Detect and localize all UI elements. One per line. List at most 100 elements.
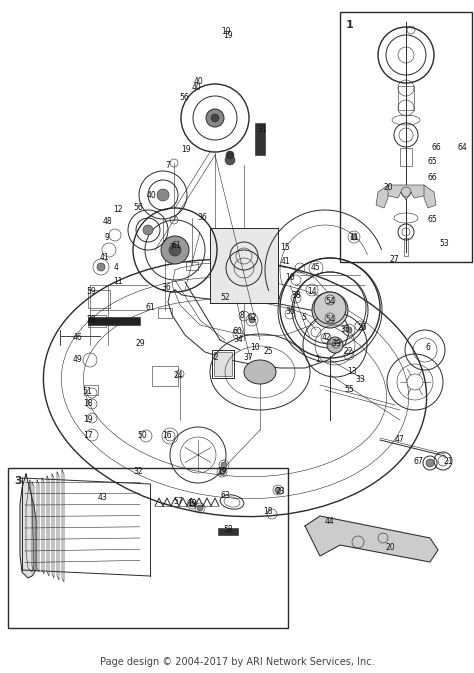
Circle shape [189, 501, 195, 507]
Circle shape [426, 459, 434, 467]
Bar [398, 86, 414, 110]
Polygon shape [424, 185, 436, 208]
Text: 50: 50 [137, 431, 147, 439]
Text: 65: 65 [427, 215, 437, 225]
Circle shape [143, 225, 153, 235]
Text: 24: 24 [173, 371, 183, 380]
Text: 61: 61 [171, 240, 181, 250]
Text: 5: 5 [301, 314, 306, 322]
Text: 41: 41 [99, 254, 109, 262]
Text: 19: 19 [83, 415, 93, 425]
Bar [255, 123, 265, 155]
Circle shape [219, 469, 225, 475]
Bar [8, 468, 288, 628]
Text: 17: 17 [83, 431, 93, 439]
Circle shape [161, 236, 189, 264]
Bar [210, 228, 278, 303]
Text: 14: 14 [307, 287, 317, 297]
Circle shape [312, 292, 348, 328]
Bar [158, 308, 172, 318]
Text: 63: 63 [220, 491, 230, 501]
Text: 11: 11 [349, 234, 359, 242]
Text: 55: 55 [344, 386, 354, 394]
Text: 45: 45 [311, 264, 321, 273]
Circle shape [314, 292, 346, 324]
Text: 59: 59 [86, 287, 96, 297]
Polygon shape [384, 185, 428, 200]
Circle shape [165, 431, 175, 441]
Text: 38: 38 [291, 291, 301, 301]
Text: 35: 35 [340, 326, 350, 334]
Text: 53: 53 [439, 240, 449, 248]
Text: 30: 30 [285, 308, 295, 316]
Text: 56: 56 [133, 203, 143, 213]
Bar [152, 366, 178, 386]
Text: 29: 29 [135, 339, 145, 349]
Text: 11: 11 [113, 277, 123, 287]
Text: 36: 36 [197, 213, 207, 223]
Text: 34: 34 [233, 336, 243, 345]
Text: 25: 25 [263, 347, 273, 357]
Text: 42: 42 [321, 334, 331, 343]
Text: 33: 33 [355, 376, 365, 384]
Text: 32: 32 [133, 468, 143, 476]
Text: 3: 3 [14, 476, 22, 486]
Text: 1: 1 [316, 355, 320, 365]
Text: 12: 12 [113, 205, 123, 215]
Bar [88, 317, 140, 325]
Bar [400, 148, 412, 166]
Bar [340, 12, 472, 262]
Circle shape [346, 327, 352, 333]
Text: 44: 44 [325, 518, 335, 526]
Circle shape [407, 374, 423, 390]
Text: 1: 1 [346, 20, 354, 30]
Circle shape [97, 263, 105, 271]
Bar [186, 262, 198, 270]
Bar [214, 352, 232, 376]
Text: 22: 22 [343, 347, 353, 357]
Bar [88, 290, 110, 308]
Text: 15: 15 [280, 244, 290, 252]
Text: 7: 7 [170, 244, 174, 252]
Text: 67: 67 [413, 458, 423, 466]
Text: 62: 62 [247, 314, 257, 322]
Text: 23: 23 [275, 487, 285, 497]
Text: 52: 52 [220, 293, 230, 302]
Circle shape [225, 155, 235, 165]
Text: 19: 19 [187, 499, 197, 509]
Circle shape [197, 505, 203, 511]
Text: 6: 6 [426, 343, 430, 353]
Text: 37: 37 [243, 353, 253, 363]
Circle shape [351, 234, 357, 240]
Text: 20: 20 [383, 184, 393, 192]
Text: 16: 16 [162, 431, 172, 439]
Circle shape [157, 189, 169, 201]
Text: 18: 18 [83, 400, 93, 409]
Circle shape [221, 462, 227, 468]
Bar [212, 350, 234, 378]
Text: 19: 19 [181, 145, 191, 155]
Bar [218, 528, 238, 535]
Text: 39: 39 [331, 339, 341, 349]
Text: 31: 31 [257, 125, 267, 135]
Text: 66: 66 [431, 143, 441, 153]
Circle shape [169, 244, 181, 256]
Text: 47: 47 [395, 435, 405, 444]
Text: 46: 46 [73, 334, 83, 343]
Bar [404, 238, 408, 256]
Text: 13: 13 [347, 367, 357, 376]
Text: 18: 18 [263, 507, 273, 516]
Text: 65: 65 [427, 157, 437, 166]
Circle shape [211, 114, 219, 122]
Text: 19: 19 [221, 28, 231, 36]
Text: 48: 48 [102, 217, 112, 227]
Text: Page design © 2004-2017 by ARI Network Services, Inc.: Page design © 2004-2017 by ARI Network S… [100, 657, 374, 667]
Polygon shape [20, 474, 36, 578]
Bar [84, 385, 98, 395]
Text: 36: 36 [161, 283, 171, 293]
Text: 4: 4 [114, 264, 118, 273]
Text: 51: 51 [82, 388, 92, 396]
Polygon shape [376, 185, 388, 208]
Text: 10: 10 [285, 273, 295, 283]
Text: 40: 40 [147, 190, 157, 199]
